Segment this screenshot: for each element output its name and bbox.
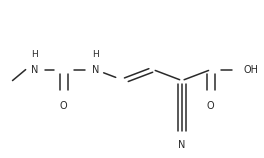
Text: N: N	[31, 65, 39, 75]
Text: H: H	[92, 50, 99, 59]
Text: OH: OH	[244, 65, 259, 75]
Text: H: H	[31, 50, 38, 59]
Text: O: O	[60, 101, 68, 111]
Text: O: O	[207, 101, 215, 111]
Text: N: N	[92, 65, 99, 75]
Text: N: N	[178, 140, 186, 150]
